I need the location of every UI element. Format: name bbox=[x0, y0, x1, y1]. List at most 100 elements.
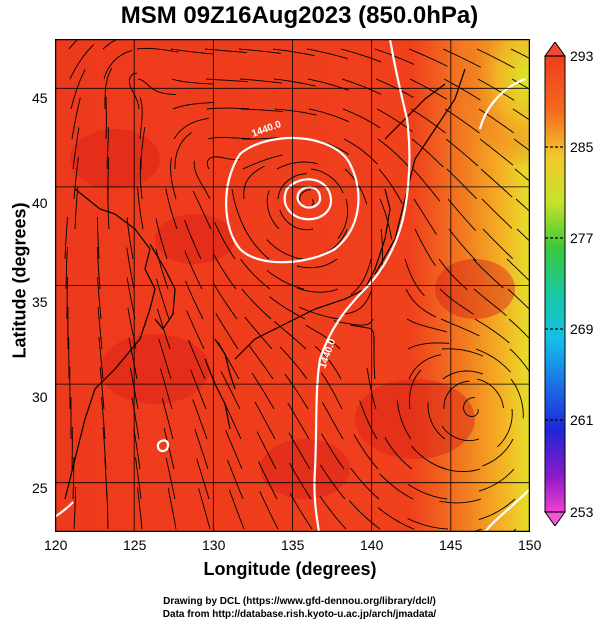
streamline bbox=[512, 108, 530, 121]
streamline bbox=[127, 307, 137, 350]
streamline bbox=[158, 338, 172, 380]
streamline bbox=[344, 168, 368, 205]
streamline bbox=[133, 427, 141, 470]
streamline bbox=[259, 491, 279, 530]
streamline bbox=[305, 324, 341, 350]
streamline bbox=[439, 288, 474, 315]
streamline bbox=[269, 296, 306, 320]
colorbar-tick-label: 277 bbox=[570, 230, 594, 246]
streamline bbox=[442, 48, 482, 68]
streamline bbox=[242, 154, 283, 170]
streamline bbox=[101, 397, 106, 440]
streamline bbox=[513, 138, 530, 152]
streamline bbox=[97, 277, 102, 320]
y-axis-label: Latitude (degrees) bbox=[9, 202, 30, 359]
streamline bbox=[170, 157, 177, 200]
x-tick-label: 130 bbox=[202, 537, 226, 553]
x-tick-label: 150 bbox=[518, 537, 542, 553]
streamline bbox=[408, 354, 442, 380]
streamline bbox=[477, 78, 515, 101]
streamline bbox=[160, 368, 173, 410]
plot-title: MSM 09Z16Aug2023 (850.0hPa) bbox=[120, 2, 479, 29]
streamline bbox=[102, 39, 119, 50]
streamline bbox=[227, 459, 244, 500]
y-tick-label: 40 bbox=[32, 195, 48, 211]
streamline bbox=[165, 188, 178, 230]
streamline bbox=[188, 340, 206, 380]
streamline bbox=[348, 500, 381, 530]
colorbar-scale bbox=[544, 55, 566, 513]
streamline bbox=[373, 337, 376, 380]
streamline bbox=[342, 288, 373, 315]
streamline bbox=[231, 189, 246, 230]
contour-cyclone-inner bbox=[283, 178, 333, 221]
streamline bbox=[308, 108, 350, 123]
streamline bbox=[353, 434, 379, 470]
streamline bbox=[98, 337, 104, 380]
streamline bbox=[445, 138, 479, 167]
streamline bbox=[73, 157, 79, 200]
contour-east bbox=[478, 77, 526, 130]
streamline bbox=[448, 228, 477, 262]
streamline bbox=[414, 228, 436, 266]
streamline bbox=[184, 220, 202, 260]
streamline bbox=[65, 246, 68, 290]
streamline bbox=[128, 72, 140, 110]
streamline bbox=[97, 217, 100, 260]
streamline bbox=[321, 433, 345, 470]
streamline bbox=[192, 190, 212, 230]
streamline bbox=[350, 258, 372, 295]
streamline bbox=[266, 190, 280, 230]
streamline bbox=[443, 78, 481, 101]
streamline bbox=[374, 48, 415, 65]
x-tick-label: 145 bbox=[439, 537, 463, 553]
streamline bbox=[140, 127, 146, 169]
streamline bbox=[240, 108, 283, 113]
streamline bbox=[73, 487, 77, 530]
streamline bbox=[107, 187, 110, 230]
streamline bbox=[482, 228, 514, 260]
streamline bbox=[516, 228, 530, 243]
streamline bbox=[266, 269, 305, 290]
streamline bbox=[194, 428, 209, 470]
streamline bbox=[319, 495, 347, 530]
streamline bbox=[314, 345, 342, 380]
streamline bbox=[473, 288, 507, 317]
plot-frame bbox=[55, 39, 530, 532]
coastlines bbox=[64, 68, 466, 500]
streamline bbox=[478, 498, 516, 521]
streamline bbox=[126, 217, 134, 260]
streamline bbox=[239, 78, 282, 84]
contour-1440-ridge bbox=[313, 39, 411, 532]
streamline bbox=[155, 218, 168, 260]
streamline bbox=[359, 400, 378, 440]
streamline bbox=[427, 402, 446, 440]
streamline bbox=[405, 288, 437, 318]
streamline bbox=[170, 48, 213, 55]
streamline bbox=[510, 378, 524, 419]
streamline bbox=[441, 425, 480, 442]
streamline bbox=[64, 217, 68, 260]
x-tick-label: 135 bbox=[281, 537, 305, 553]
colorbar-tick-label: 261 bbox=[570, 412, 594, 428]
streamline bbox=[207, 137, 250, 140]
streamline bbox=[320, 372, 343, 410]
streamline bbox=[248, 344, 274, 380]
streamline bbox=[384, 437, 413, 470]
streamline bbox=[165, 457, 176, 500]
streamline bbox=[479, 138, 514, 166]
streamline bbox=[99, 367, 105, 410]
streamline bbox=[96, 247, 101, 290]
streamline bbox=[289, 492, 313, 530]
streamline bbox=[376, 108, 413, 132]
streamline bbox=[135, 457, 142, 500]
streamline bbox=[198, 488, 211, 530]
streamline bbox=[106, 127, 109, 170]
streamline bbox=[214, 222, 236, 260]
streamline bbox=[441, 348, 484, 357]
streamline bbox=[476, 48, 515, 69]
streamline bbox=[463, 397, 479, 418]
streamline bbox=[514, 168, 530, 183]
streamline bbox=[476, 378, 504, 409]
streamline bbox=[215, 313, 239, 350]
